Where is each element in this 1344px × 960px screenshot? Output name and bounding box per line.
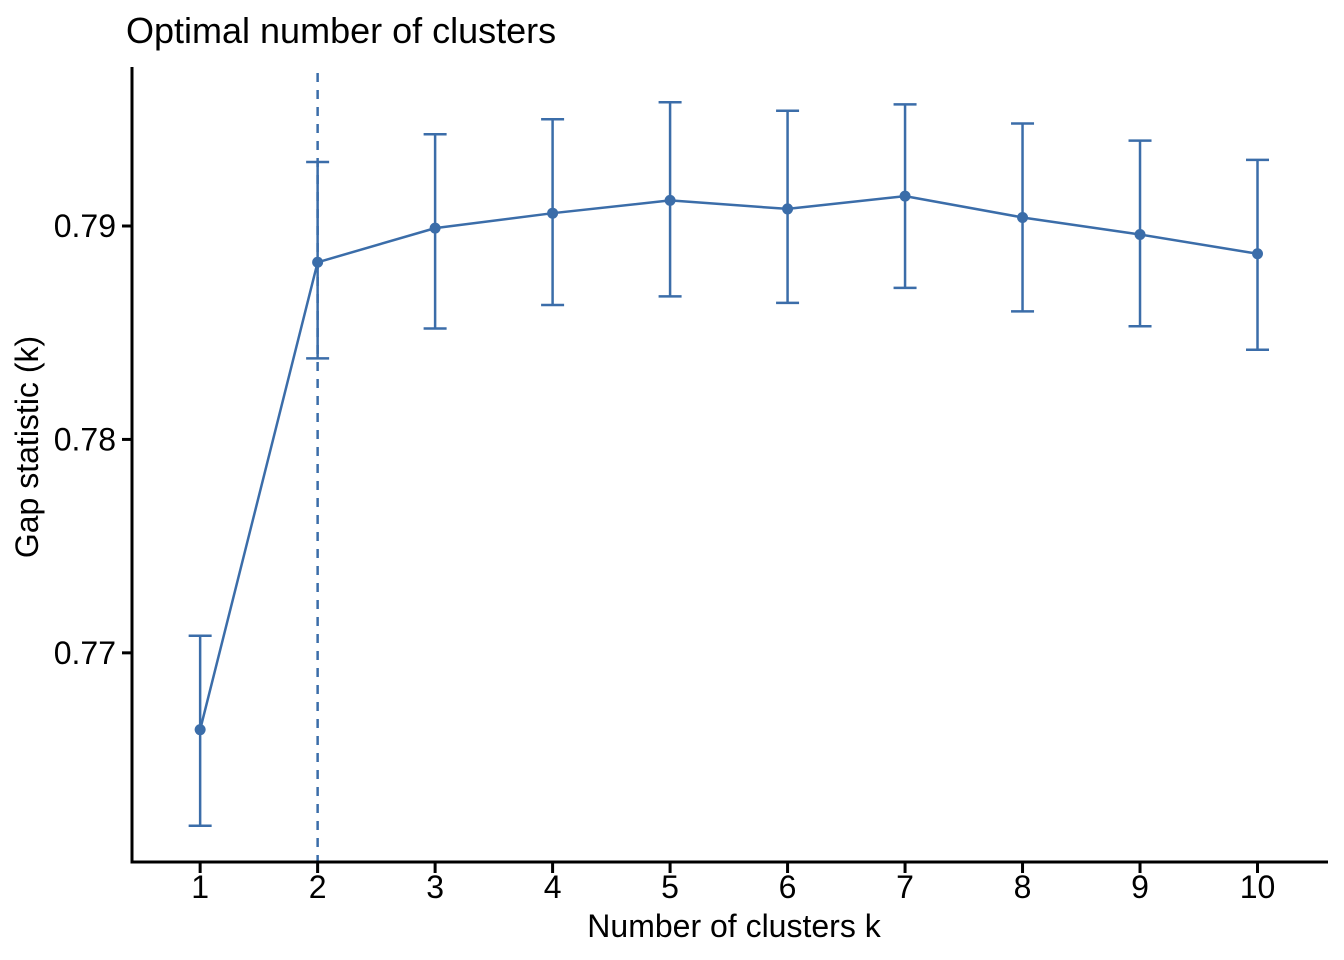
- x-tick-label: 1: [191, 869, 209, 905]
- x-tick-label: 9: [1131, 869, 1149, 905]
- data-point: [899, 190, 911, 202]
- data-point: [1017, 211, 1029, 223]
- gap-statistic-line: [198, 194, 1258, 730]
- data-point: [1252, 248, 1264, 260]
- x-tick-label: 8: [1014, 869, 1032, 905]
- x-tick-label: 5: [661, 869, 679, 905]
- data-point: [782, 203, 794, 215]
- chart-title: Optimal number of clusters: [126, 10, 556, 51]
- data-point: [547, 207, 559, 219]
- x-axis-title: Number of clusters k: [587, 908, 881, 944]
- data-point: [194, 724, 206, 736]
- y-axis-title: Gap statistic (k): [9, 336, 45, 558]
- x-tick-label: 7: [896, 869, 914, 905]
- plot-area: 0.77 0.78 0.79 1 2 3 4 5 6 7 8 9 10: [54, 67, 1328, 905]
- y-tick-label: 0.78: [54, 421, 116, 457]
- x-tick-label: 3: [426, 869, 444, 905]
- y-tick-label: 0.79: [54, 208, 116, 244]
- x-tick-label: 4: [544, 869, 562, 905]
- data-point: [1134, 229, 1146, 241]
- data-point: [312, 256, 324, 268]
- data-point: [664, 194, 676, 206]
- x-tick-label: 6: [779, 869, 797, 905]
- x-tick-label: 10: [1240, 869, 1276, 905]
- data-point: [429, 222, 441, 234]
- x-tick-label: 2: [309, 869, 327, 905]
- y-tick-label: 0.77: [54, 635, 116, 671]
